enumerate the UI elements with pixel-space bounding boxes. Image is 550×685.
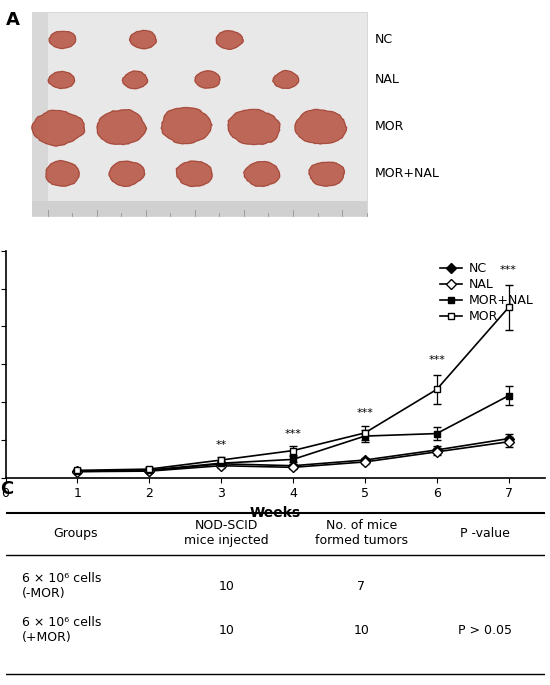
Text: 10: 10 — [218, 580, 234, 593]
Text: MOR: MOR — [375, 121, 404, 134]
Text: ***: *** — [356, 408, 373, 418]
Text: ***: *** — [284, 429, 301, 440]
Polygon shape — [46, 160, 79, 186]
Text: Groups: Groups — [53, 527, 98, 540]
Text: P > 0.05: P > 0.05 — [458, 624, 512, 637]
Text: C: C — [0, 480, 13, 498]
Legend: NC, NAL, MOR+NAL, MOR: NC, NAL, MOR+NAL, MOR — [434, 257, 538, 328]
Polygon shape — [48, 71, 75, 88]
Text: MOR+NAL: MOR+NAL — [375, 166, 439, 179]
Text: 10: 10 — [353, 624, 369, 637]
Bar — [32, 201, 367, 216]
Text: P -value: P -value — [460, 527, 510, 540]
Polygon shape — [122, 71, 147, 89]
Polygon shape — [49, 32, 76, 49]
Text: 10: 10 — [218, 624, 234, 637]
Polygon shape — [97, 110, 146, 145]
Text: 6 × 10⁶ cells
(-MOR): 6 × 10⁶ cells (-MOR) — [21, 573, 101, 601]
Polygon shape — [177, 161, 212, 186]
Polygon shape — [130, 30, 156, 49]
Polygon shape — [109, 161, 145, 186]
Polygon shape — [244, 162, 280, 186]
Polygon shape — [273, 71, 299, 88]
Text: 7: 7 — [358, 580, 365, 593]
Text: ***: *** — [428, 355, 445, 365]
Text: NOD-SCID
mice injected: NOD-SCID mice injected — [184, 519, 269, 547]
Polygon shape — [216, 31, 243, 49]
X-axis label: Weeks: Weeks — [250, 506, 300, 520]
Bar — [32, 12, 367, 216]
Polygon shape — [195, 71, 220, 88]
Polygon shape — [228, 110, 280, 145]
Polygon shape — [309, 162, 344, 186]
Text: ***: *** — [500, 264, 517, 275]
Polygon shape — [161, 108, 212, 144]
Text: A: A — [6, 11, 19, 29]
Polygon shape — [32, 110, 85, 146]
Text: NC: NC — [375, 33, 393, 46]
Text: No. of mice
formed tumors: No. of mice formed tumors — [315, 519, 408, 547]
Bar — [32, 12, 47, 216]
Text: 6 × 10⁶ cells
(+MOR): 6 × 10⁶ cells (+MOR) — [21, 616, 101, 645]
Text: **: ** — [216, 440, 227, 450]
Polygon shape — [295, 110, 346, 144]
Text: NAL: NAL — [375, 73, 400, 86]
